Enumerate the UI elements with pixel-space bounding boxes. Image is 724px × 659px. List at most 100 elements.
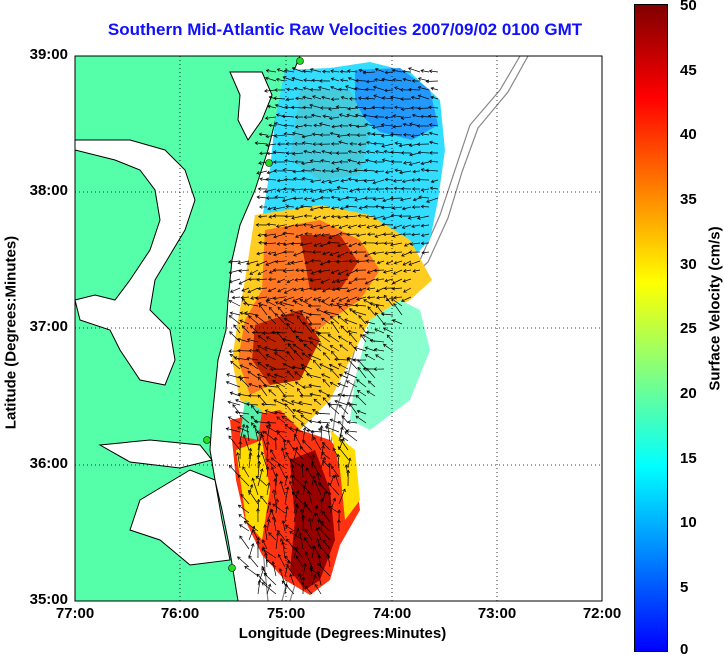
velocity-arrow (247, 339, 259, 343)
velocity-arrow (246, 403, 259, 406)
velocity-arrow-head (261, 582, 266, 586)
velocity-arrow-head (336, 302, 340, 307)
velocity-arrow-head (274, 88, 278, 92)
velocity-arrow (375, 354, 385, 361)
velocity-arrow (262, 430, 277, 442)
velocity-arrow-head (322, 215, 326, 220)
velocity-arrow (339, 374, 349, 379)
velocity-arrow (313, 215, 322, 220)
velocity-arrow-head (257, 335, 262, 339)
velocity-arrow (403, 78, 412, 82)
velocity-arrow-head (303, 343, 307, 348)
velocity-arrow-head (328, 188, 333, 193)
velocity-arrow (255, 314, 268, 325)
velocity-arrow-head (366, 287, 371, 291)
delaware-bay (229, 71, 273, 141)
velocity-arrow-head (250, 296, 254, 300)
velocity-arrow-head (257, 233, 262, 237)
velocity-arrow-head (239, 311, 244, 316)
velocity-arrow-head (309, 87, 314, 92)
velocity-arrow-head (287, 261, 291, 265)
velocity-arrow (273, 206, 286, 210)
velocity-arrow-head (328, 116, 333, 121)
velocity-arrow-head (281, 520, 286, 524)
velocity-arrow (340, 179, 349, 182)
velocity-arrow (301, 352, 313, 361)
velocity-arrow-head (348, 341, 353, 345)
velocity-arrow-head (312, 573, 317, 578)
velocity-arrow-head (314, 411, 319, 416)
velocity-arrow (316, 472, 322, 487)
velocity-arrow-head (287, 343, 292, 347)
velocity-arrow (321, 233, 331, 236)
velocity-arrow-head (327, 482, 332, 486)
velocity-arrow (259, 133, 268, 136)
velocity-arrow (357, 410, 367, 415)
velocity-arrow-head (282, 269, 287, 273)
velocity-arrow (261, 548, 277, 559)
velocity-arrow-head (265, 466, 270, 470)
velocity-arrow-head (303, 197, 308, 201)
velocity-arrow-head (261, 548, 265, 552)
velocity-arrow-head (300, 277, 305, 281)
velocity-arrow-head (392, 78, 396, 82)
velocity-arrow-head (286, 87, 290, 92)
velocity-arrow-head (348, 169, 352, 174)
velocity-arrow-head (268, 215, 273, 219)
velocity-arrow-head (381, 77, 385, 82)
velocity-arrow-head (349, 141, 353, 146)
velocity-arrow (394, 106, 403, 109)
velocity-arrow (238, 376, 250, 379)
velocity-arrow-head (401, 69, 406, 74)
velocity-arrow-head (303, 479, 308, 484)
velocity-arrow-head (408, 162, 413, 166)
velocity-arrow (248, 543, 254, 559)
velocity-arrow-head (302, 69, 306, 74)
velocity-arrow-head (372, 216, 377, 221)
velocity-arrow-head (367, 380, 372, 384)
velocity-arrow (409, 152, 421, 156)
velocity-arrow-head (289, 309, 294, 313)
velocity-arrow (267, 373, 277, 379)
velocity-arrow-head (294, 115, 298, 119)
velocity-arrow (420, 116, 430, 118)
velocity-arrow-head (346, 357, 351, 362)
velocity-arrow-head (228, 299, 233, 304)
colorbar-tick-label: 45 (680, 62, 697, 79)
velocity-arrow (374, 224, 385, 228)
velocity-arrow-head (371, 125, 376, 130)
colorbar-label: Surface Velocity (cm/s) (706, 226, 724, 391)
velocity-arrow-head (325, 423, 330, 427)
velocity-arrow-head (248, 362, 253, 366)
velocity-arrow-head (382, 232, 387, 237)
velocity-arrow (292, 366, 304, 370)
velocity-arrow-head (251, 330, 256, 335)
velocity-arrow-head (317, 526, 322, 531)
velocity-arrow-head (362, 70, 366, 75)
velocity-arrow (263, 385, 277, 388)
velocity-arrow-head (276, 68, 281, 72)
velocity-arrow (425, 169, 439, 172)
velocity-arrow (394, 187, 403, 190)
velocity-arrow-head (408, 250, 413, 255)
velocity-arrow (230, 287, 241, 293)
velocity-arrow-head (400, 116, 405, 120)
velocity-arrow (241, 325, 250, 334)
velocity-arrow-head (274, 410, 278, 415)
velocity-arrow-head (330, 69, 334, 73)
velocity-arrow-head (335, 151, 340, 156)
velocity-arrow-head (358, 287, 363, 292)
velocity-arrow (356, 296, 367, 301)
velocity-arrow-head (330, 298, 335, 302)
velocity-arrow-head (329, 131, 334, 136)
velocity-arrow-head (284, 158, 288, 163)
velocity-arrow (329, 364, 340, 370)
velocity-arrow-head (257, 460, 262, 465)
velocity-arrow-head (256, 540, 260, 544)
velocity-arrow-head (342, 488, 346, 493)
velocity-arrow-head (394, 86, 398, 90)
velocity-arrow-head (251, 422, 255, 426)
velocity-arrow (295, 335, 304, 343)
velocity-arrow (310, 179, 322, 183)
velocity-arrow-head (299, 508, 304, 512)
